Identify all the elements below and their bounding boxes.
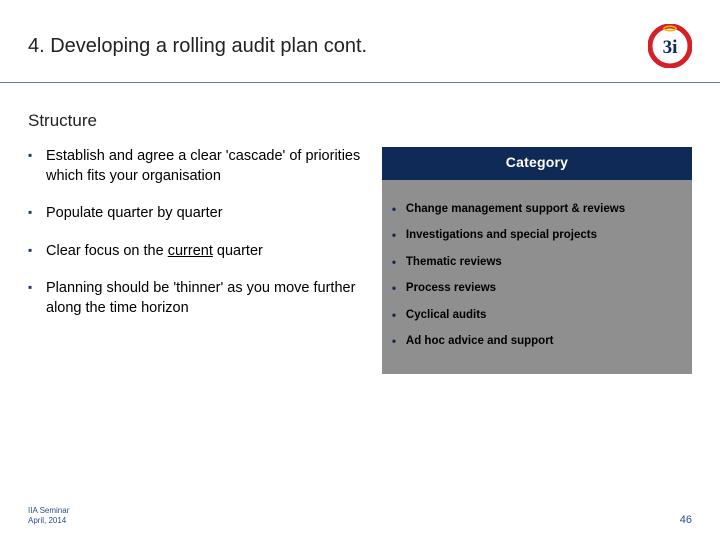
footer-line2: April, 2014 bbox=[28, 516, 69, 526]
bullet-text: Establish and agree a clear 'cascade' of… bbox=[46, 148, 360, 184]
category-body: Change management support & reviews Inve… bbox=[382, 180, 692, 374]
main-bullet-list: Establish and agree a clear 'cascade' of… bbox=[28, 147, 364, 318]
svg-text:3i: 3i bbox=[663, 37, 678, 58]
category-list: Change management support & reviews Inve… bbox=[392, 202, 682, 348]
slide-title: 4. Developing a rolling audit plan cont. bbox=[28, 35, 367, 58]
slide-footer: IIA Seminar April, 2014 bbox=[28, 506, 69, 526]
slide-content: Structure Establish and agree a clear 'c… bbox=[0, 83, 720, 374]
bullet-item: Establish and agree a clear 'cascade' of… bbox=[28, 147, 364, 186]
bullet-text: Planning should be 'thinner' as you move… bbox=[46, 280, 355, 316]
section-subtitle: Structure bbox=[28, 111, 692, 131]
category-item: Ad hoc advice and support bbox=[392, 334, 682, 348]
slide-header: 4. Developing a rolling audit plan cont.… bbox=[0, 0, 720, 83]
category-item: Thematic reviews bbox=[392, 255, 682, 269]
bullet-item: Planning should be 'thinner' as you move… bbox=[28, 279, 364, 318]
company-logo-icon: 3i bbox=[648, 24, 692, 68]
category-item: Cyclical audits bbox=[392, 308, 682, 322]
right-column: Category Change management support & rev… bbox=[382, 147, 692, 374]
category-item: Investigations and special projects bbox=[392, 228, 682, 242]
category-header: Category bbox=[382, 147, 692, 180]
bullet-underlined-word: current bbox=[168, 243, 213, 259]
bullet-text: Clear focus on the bbox=[46, 243, 168, 259]
page-number: 46 bbox=[680, 514, 692, 526]
left-column: Establish and agree a clear 'cascade' of… bbox=[28, 147, 364, 374]
bullet-text-tail: quarter bbox=[213, 243, 263, 259]
bullet-item: Populate quarter by quarter bbox=[28, 204, 364, 224]
bullet-text: Populate quarter by quarter bbox=[46, 205, 223, 221]
two-column-layout: Establish and agree a clear 'cascade' of… bbox=[28, 147, 692, 374]
footer-line1: IIA Seminar bbox=[28, 506, 69, 516]
bullet-item: Clear focus on the current quarter bbox=[28, 242, 364, 262]
category-item: Process reviews bbox=[392, 281, 682, 295]
category-item: Change management support & reviews bbox=[392, 202, 682, 216]
